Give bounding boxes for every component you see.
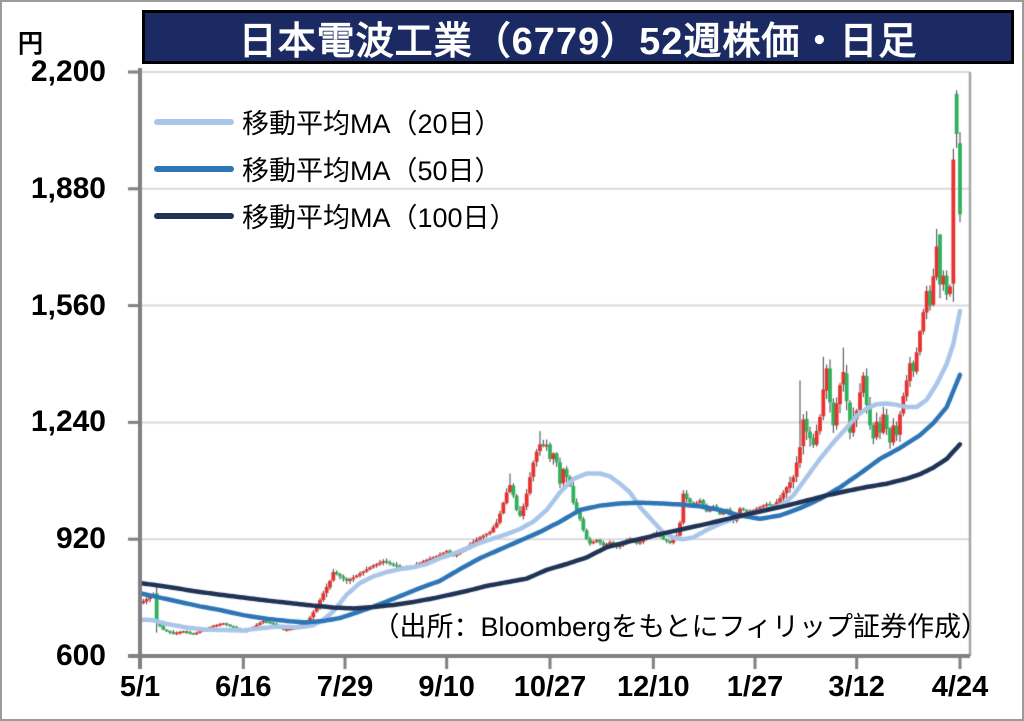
y-axis-tick-label: 1,880 bbox=[30, 171, 106, 205]
y-axis-tick-label: 1,560 bbox=[30, 288, 106, 322]
ma50-line-swatch bbox=[154, 165, 234, 172]
x-axis-tick-label: 4/24 bbox=[931, 671, 989, 703]
source-note: （出所：Bloombergをもとにフィリップ証券作成） bbox=[372, 612, 989, 642]
legend-item-ma100: 移動平均MA（100日） bbox=[154, 192, 517, 239]
legend-label-ma50: 移動平均MA（50日） bbox=[242, 156, 502, 186]
x-axis-tick-label: 7/29 bbox=[316, 671, 374, 703]
legend-label-ma100: 移動平均MA（100日） bbox=[242, 203, 517, 233]
legend-item-ma50: 移動平均MA（50日） bbox=[154, 145, 517, 192]
legend: 移動平均MA（20日） 移動平均MA（50日） 移動平均MA（100日） bbox=[154, 98, 517, 239]
x-axis-tick-label: 3/12 bbox=[828, 671, 885, 703]
x-axis-tick-label: 6/16 bbox=[215, 671, 272, 703]
chart-title: 日本電波工業（6779）52週株価・日足 bbox=[238, 20, 918, 63]
legend-item-ma20: 移動平均MA（20日） bbox=[154, 98, 517, 145]
y-axis-tick-label: 1,240 bbox=[30, 405, 106, 439]
x-axis-tick-label: 12/10 bbox=[617, 671, 690, 703]
x-axis-tick-label: 5/1 bbox=[119, 671, 161, 703]
x-axis-tick-label: 1/27 bbox=[726, 671, 784, 703]
ma100-line-swatch bbox=[154, 212, 234, 219]
x-axis-tick-label: 9/10 bbox=[418, 671, 475, 703]
chart-title-bar: 日本電波工業（6779）52週株価・日足 bbox=[142, 10, 1014, 64]
y-axis-tick-label: 600 bbox=[55, 639, 106, 672]
x-axis-tick-label: 10/27 bbox=[513, 671, 587, 703]
y-axis-tick-label: 920 bbox=[55, 522, 106, 556]
y-axis-tick-label: 2,200 bbox=[30, 55, 106, 88]
legend-label-ma20: 移動平均MA（20日） bbox=[242, 109, 502, 139]
y-axis-unit-label: 円 bbox=[18, 30, 44, 58]
ma20-line-swatch bbox=[154, 118, 234, 125]
